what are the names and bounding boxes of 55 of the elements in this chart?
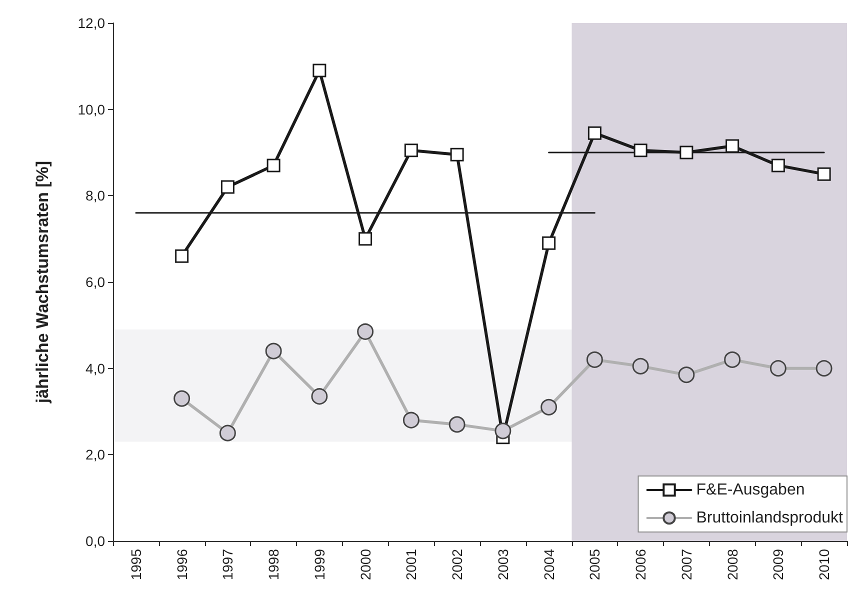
x-tick-label: 2007	[678, 548, 694, 580]
point	[494, 422, 512, 440]
point	[404, 144, 418, 158]
point	[265, 342, 282, 360]
point	[680, 146, 694, 160]
point	[402, 412, 420, 428]
y-tick-label: 0,0	[86, 533, 106, 549]
point	[678, 366, 695, 384]
point	[311, 388, 328, 405]
y-tick-label: 12,0	[78, 15, 106, 31]
point	[266, 158, 280, 172]
point	[724, 351, 741, 368]
point	[588, 126, 602, 140]
x-tick-label: 2008	[724, 548, 740, 580]
x-tick-label: 2000	[357, 548, 374, 580]
y-tick-label: 6,0	[86, 274, 106, 290]
x-tick-label: 2010	[816, 548, 832, 580]
point	[174, 390, 190, 407]
point	[448, 416, 466, 433]
x-tick-label: 2002	[449, 548, 466, 580]
x-tick-label: 2009	[770, 548, 786, 580]
x-tick-label: 1996	[174, 548, 190, 580]
x-tick-label: 1995	[128, 548, 144, 580]
point	[357, 323, 374, 340]
point	[542, 236, 556, 250]
y-tick-label: 10,0	[78, 101, 106, 118]
x-tick-label: 2003	[494, 548, 511, 580]
x-tick-label: 1997	[220, 548, 236, 580]
x-tick-label: 2006	[632, 548, 649, 580]
point	[358, 232, 372, 246]
point	[817, 167, 831, 181]
x-tick-label: 2001	[403, 548, 420, 580]
point	[634, 144, 648, 158]
x-tick-label: 2005	[586, 548, 603, 580]
y-tick-label: 2,0	[86, 446, 106, 463]
y-axis-title: jährliche Wachstumsraten [%]	[33, 160, 52, 404]
point	[175, 249, 189, 263]
point	[219, 424, 236, 442]
y-tick-label: 4,0	[86, 360, 106, 376]
x-tick-label: 2004	[540, 548, 557, 580]
x-tick-label: 1999	[311, 548, 328, 580]
point	[540, 398, 558, 416]
point	[771, 158, 785, 172]
x-tick-label: 1998	[266, 548, 282, 580]
legend-label: Bruttoinlandsprodukt	[696, 510, 844, 526]
point	[726, 139, 740, 153]
point	[632, 358, 649, 374]
point	[312, 64, 326, 78]
y-tick-label: 8,0	[86, 188, 106, 204]
legend-label: F&E-Ausgaben	[696, 482, 805, 498]
point	[770, 360, 786, 377]
point	[586, 351, 603, 368]
point	[450, 148, 464, 162]
point	[220, 180, 234, 194]
point	[816, 360, 832, 377]
